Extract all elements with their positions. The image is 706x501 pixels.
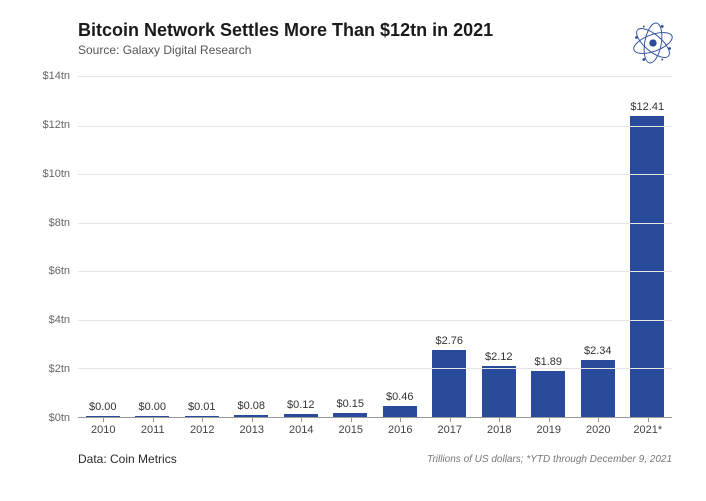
bar-value-label: $2.34 xyxy=(584,345,612,357)
bar-slot: $2.34 xyxy=(573,77,623,417)
bar-value-label: $2.76 xyxy=(435,335,463,347)
y-tick-label: $6tn xyxy=(49,265,70,277)
bar xyxy=(135,416,169,417)
title-block: Bitcoin Network Settles More Than $12tn … xyxy=(78,20,630,57)
bar xyxy=(185,416,219,417)
bar xyxy=(383,406,417,417)
chart-header: Bitcoin Network Settles More Than $12tn … xyxy=(28,20,676,66)
chart-container: Bitcoin Network Settles More Than $12tn … xyxy=(0,0,706,501)
bar-slot: $0.46 xyxy=(375,77,425,417)
bar xyxy=(284,414,318,417)
bar-value-label: $0.46 xyxy=(386,391,414,403)
bar-slot: $0.00 xyxy=(128,77,178,417)
y-tick-label: $14tn xyxy=(42,70,70,82)
y-tick-label: $4tn xyxy=(49,314,70,326)
x-tick-label: 2016 xyxy=(375,418,425,446)
x-tick-label: 2010 xyxy=(78,418,128,446)
chart-footer: Data: Coin Metrics Trillions of US dolla… xyxy=(28,452,676,466)
bar-value-label: $0.01 xyxy=(188,401,216,413)
chart-plot-area: $0tn$2tn$4tn$6tn$8tn$10tn$12tn$14tn $0.0… xyxy=(28,76,676,446)
bar-value-label: $2.12 xyxy=(485,351,513,363)
x-tick-label: 2021* xyxy=(623,418,673,446)
grid-line xyxy=(78,368,672,369)
bar-slot: $2.76 xyxy=(425,77,475,417)
grid-line xyxy=(78,174,672,175)
bar-slot: $0.08 xyxy=(227,77,277,417)
y-tick-label: $10tn xyxy=(42,168,70,180)
bar-slot: $1.89 xyxy=(524,77,574,417)
y-tick-label: $8tn xyxy=(49,217,70,229)
x-tick-label: 2020 xyxy=(573,418,623,446)
bar-value-label: $0.12 xyxy=(287,399,315,411)
bar-slot: $12.41 xyxy=(623,77,673,417)
x-tick-label: 2012 xyxy=(177,418,227,446)
bar xyxy=(86,416,120,417)
bar-value-label: $0.08 xyxy=(237,400,265,412)
bar xyxy=(531,371,565,417)
chart-title: Bitcoin Network Settles More Than $12tn … xyxy=(78,20,630,41)
x-tick-label: 2013 xyxy=(227,418,277,446)
x-tick-label: 2011 xyxy=(128,418,178,446)
grid-line xyxy=(78,271,672,272)
grid-line xyxy=(78,223,672,224)
x-tick-label: 2017 xyxy=(425,418,475,446)
bar xyxy=(482,366,516,417)
bar-value-label: $0.00 xyxy=(89,401,117,413)
bar-slot: $0.00 xyxy=(78,77,128,417)
grid-line xyxy=(78,320,672,321)
plot-region: $0.00 $0.00 $0.01 $0.08 $0.12 $0.15 $0.46 $2.76… xyxy=(78,76,672,418)
footnote: Trillions of US dollars; *YTD through De… xyxy=(427,454,672,465)
bar-slot: $0.15 xyxy=(326,77,376,417)
y-tick-label: $2tn xyxy=(49,363,70,375)
bar-value-label: $0.00 xyxy=(138,401,166,413)
bar-slot: $2.12 xyxy=(474,77,524,417)
x-tick-label: 2018 xyxy=(474,418,524,446)
grid-line xyxy=(78,126,672,127)
bar-value-label: $1.89 xyxy=(534,356,562,368)
bar-slot: $0.01 xyxy=(177,77,227,417)
y-tick-label: $12tn xyxy=(42,119,70,131)
bar xyxy=(432,350,466,417)
y-axis: $0tn$2tn$4tn$6tn$8tn$10tn$12tn$14tn xyxy=(28,76,74,418)
x-tick-label: 2014 xyxy=(276,418,326,446)
data-source-label: Data: Coin Metrics xyxy=(78,452,177,466)
chart-subtitle: Source: Galaxy Digital Research xyxy=(78,43,630,57)
bar-value-label: $12.41 xyxy=(630,101,664,113)
bars-group: $0.00 $0.00 $0.01 $0.08 $0.12 $0.15 $0.46 $2.76… xyxy=(78,77,672,417)
bar xyxy=(333,413,367,417)
y-tick-label: $0tn xyxy=(49,412,70,424)
bar xyxy=(234,415,268,417)
x-tick-label: 2019 xyxy=(524,418,574,446)
bar xyxy=(630,116,664,417)
galaxy-logo-icon xyxy=(630,20,676,66)
bar-slot: $0.12 xyxy=(276,77,326,417)
x-tick-label: 2015 xyxy=(326,418,376,446)
x-axis: 2010201120122013201420152016201720182019… xyxy=(78,418,672,446)
bar-value-label: $0.15 xyxy=(336,398,364,410)
